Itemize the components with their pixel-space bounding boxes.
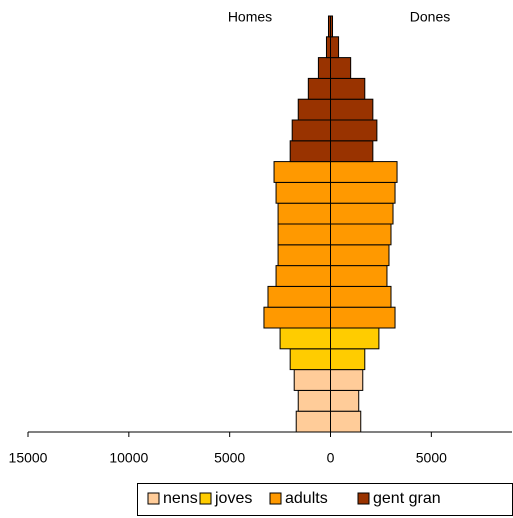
left-label: Homes xyxy=(228,9,272,25)
bar xyxy=(279,327,332,350)
bar xyxy=(330,410,362,433)
bar xyxy=(307,77,332,100)
x-tick-label: 5000 xyxy=(214,450,245,466)
bar xyxy=(330,348,366,371)
x-tick-label: 15000 xyxy=(9,450,48,466)
bar xyxy=(277,223,332,246)
legend-label: joves xyxy=(214,490,252,507)
bar xyxy=(263,306,332,329)
bar xyxy=(277,202,332,225)
bar xyxy=(317,57,331,79)
x-tick-label: 5000 xyxy=(416,450,447,466)
bar xyxy=(330,223,392,246)
bar xyxy=(273,161,331,183)
bar xyxy=(330,181,396,204)
bar xyxy=(330,244,390,267)
bar xyxy=(330,119,378,142)
bar xyxy=(330,202,394,225)
bar xyxy=(325,36,332,59)
legend-swatch xyxy=(147,492,160,505)
x-tick-label: 0 xyxy=(327,450,335,466)
bar xyxy=(330,285,392,308)
legend-swatch xyxy=(199,492,212,505)
right-label: Dones xyxy=(410,9,450,25)
bar xyxy=(330,36,340,59)
bar xyxy=(289,348,331,371)
legend-swatch xyxy=(269,492,282,505)
bar xyxy=(330,327,380,350)
bar xyxy=(330,389,360,412)
bar xyxy=(275,265,331,287)
legend-swatch xyxy=(357,492,370,505)
bar xyxy=(330,140,374,163)
bar xyxy=(275,181,331,204)
bar xyxy=(330,306,396,329)
bar xyxy=(297,389,332,412)
bar xyxy=(267,285,332,308)
bar xyxy=(330,57,352,79)
bar xyxy=(289,140,331,163)
bar xyxy=(293,369,332,391)
legend-label: nens xyxy=(163,490,198,507)
bar xyxy=(330,77,366,100)
bar xyxy=(277,244,332,267)
bar xyxy=(295,410,332,433)
bar xyxy=(297,98,332,121)
bar xyxy=(330,98,374,121)
bar xyxy=(330,265,388,287)
bar xyxy=(330,15,334,38)
legend-label: gent gran xyxy=(373,490,441,507)
legend-label: adults xyxy=(285,490,328,507)
bar xyxy=(291,119,331,142)
bar xyxy=(330,161,398,183)
bar xyxy=(330,369,364,391)
x-tick-label: 10000 xyxy=(109,450,148,466)
